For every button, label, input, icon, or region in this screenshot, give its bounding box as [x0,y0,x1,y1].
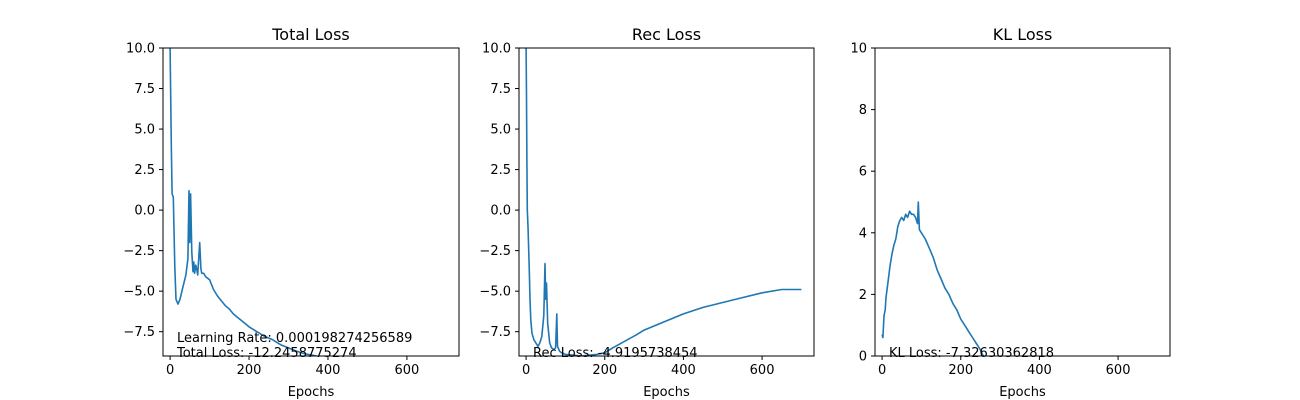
y-tick-label: −2.5 [479,244,511,259]
y-tick-label: −5.0 [479,285,511,300]
chart-panel-3: 0 200 400 600 0 2 4 6 8 10 KL Loss Epochs KL Loss: -… [850,25,1171,400]
x-axis-label: Epochs [643,385,690,400]
chart-annotation: Rec Loss: -4.9195738454 [533,346,698,361]
x-tick-label: 200 [948,363,973,378]
chart-annotation: KL Loss: -7.32630362818 [889,346,1054,361]
y-tick-label: 8 [859,103,867,118]
chart-annotation: Total Loss: -12.2458775274 [176,346,357,361]
chart-title: KL Loss [993,25,1053,44]
x-tick-label: 200 [237,363,262,378]
y-tick-label: 7.5 [134,82,155,97]
x-tick-label: 400 [1027,363,1052,378]
y-tick-label: 5.0 [134,123,155,138]
y-tick-label: 0.0 [134,204,155,219]
y-tick-label: 10 [850,42,867,57]
y-tick-label: 7.5 [490,82,511,97]
x-axis-label: Epochs [288,385,335,400]
y-tick-label: −5.0 [123,285,155,300]
series-line [525,48,802,356]
y-tick-label: 2.5 [490,163,511,178]
y-tick-label: 0.0 [490,204,511,219]
x-tick-label: 0 [166,363,174,378]
series-line [881,201,985,356]
y-tick-label: −7.5 [123,325,155,340]
x-tick-label: 600 [1106,363,1131,378]
chart-title: Rec Loss [632,25,701,44]
x-tick-label: 0 [878,363,886,378]
chart-annotation: Learning Rate: 0.000198274256589 [177,331,412,346]
y-tick-label: 2.5 [134,163,155,178]
x-axis-label: Epochs [999,385,1046,400]
y-tick-label: 10.0 [482,42,511,57]
x-tick-label: 600 [750,363,775,378]
chart-title: Total Loss [271,25,350,44]
y-tick-label: 0 [859,350,867,365]
y-tick-label: 6 [859,165,867,180]
chart-panel-2: 0 200 400 600 −7.5 −5.0 −2.5 0.0 2.5 5.0 7.5 10.0 Re… [479,25,815,400]
x-tick-label: 400 [316,363,341,378]
x-tick-label: 400 [671,363,696,378]
y-tick-label: −7.5 [479,325,511,340]
axes-frame [518,47,815,357]
y-tick-label: 5.0 [490,123,511,138]
series-line [169,48,321,356]
y-tick-label: 2 [859,288,867,303]
axes-frame [162,47,460,357]
y-tick-label: 10.0 [126,42,155,57]
y-tick-label: 4 [859,226,867,241]
x-tick-label: 200 [592,363,617,378]
x-tick-label: 0 [522,363,530,378]
x-tick-label: 600 [394,363,419,378]
axes-frame [874,47,1171,357]
y-tick-label: −2.5 [123,244,155,259]
chart-panel-1: 0 200 400 600 −7.5 −5.0 −2.5 0.0 2.5 5.0 7.5 10.0 To… [123,25,460,400]
